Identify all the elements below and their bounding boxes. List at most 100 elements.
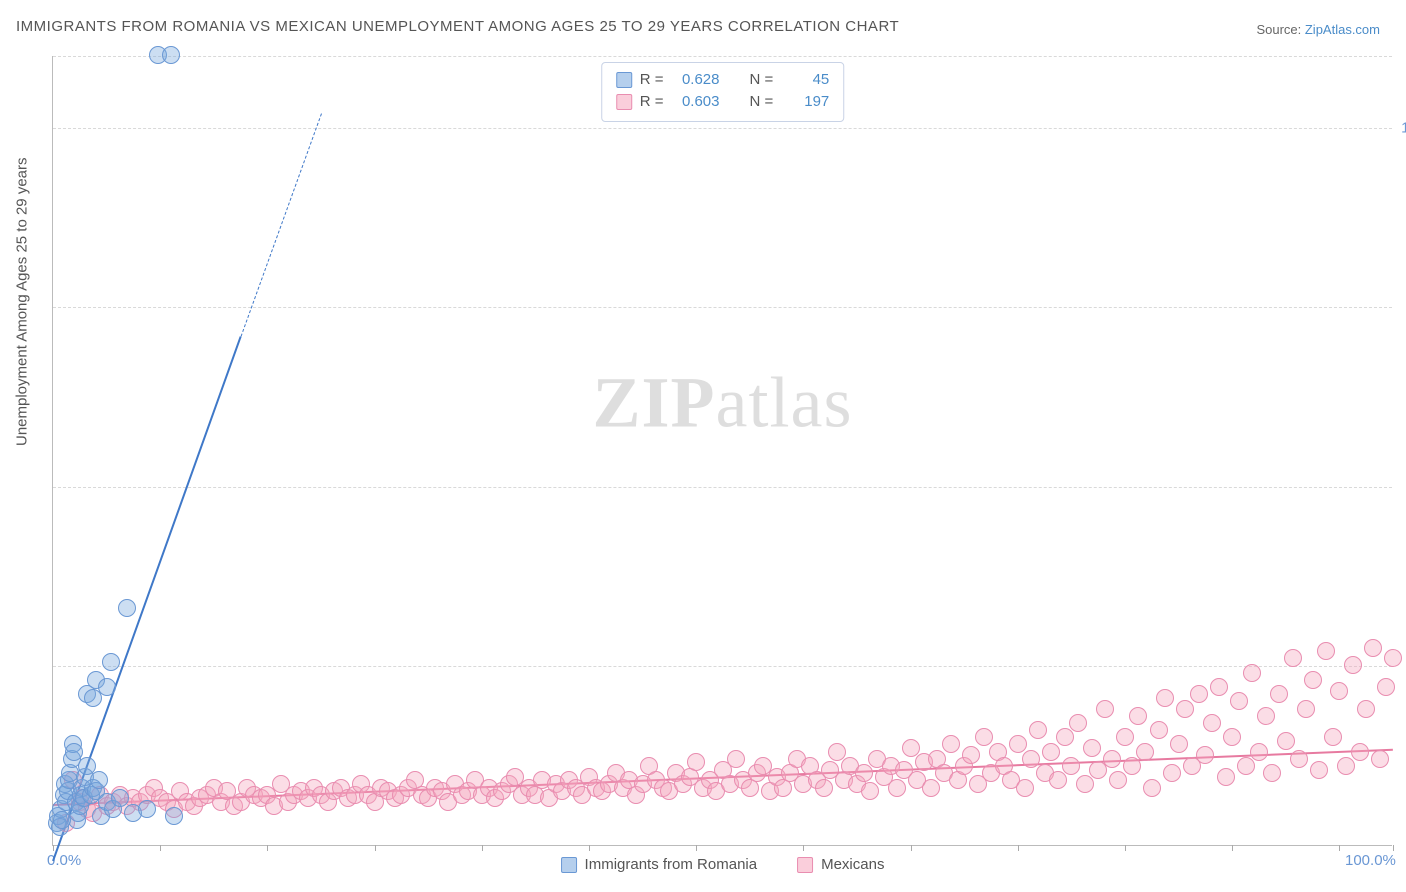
gridline: [53, 56, 1392, 57]
scatter-point: [1210, 678, 1228, 696]
x-tick: [803, 845, 804, 851]
scatter-point: [1377, 678, 1395, 696]
scatter-point: [1150, 721, 1168, 739]
scatter-point: [687, 753, 705, 771]
chart-title: IMMIGRANTS FROM ROMANIA VS MEXICAN UNEMP…: [16, 18, 899, 35]
scatter-point: [1317, 642, 1335, 660]
scatter-point: [1371, 750, 1389, 768]
scatter-point: [1203, 714, 1221, 732]
scatter-point: [1042, 743, 1060, 761]
scatter-point: [888, 779, 906, 797]
legend-label: Mexicans: [821, 856, 884, 873]
scatter-point: [815, 779, 833, 797]
scatter-point: [1357, 700, 1375, 718]
scatter-point: [1163, 764, 1181, 782]
r-label: R =: [640, 69, 664, 91]
scatter-point: [1250, 743, 1268, 761]
x-tick: [375, 845, 376, 851]
scatter-point: [975, 728, 993, 746]
gridline: [53, 487, 1392, 488]
scatter-point: [1136, 743, 1154, 761]
y-tick-label: 100.0%: [1401, 119, 1406, 136]
gridline: [53, 128, 1392, 129]
y-axis-label: Unemployment Among Ages 25 to 29 years: [14, 157, 31, 446]
scatter-point: [1237, 757, 1255, 775]
x-tick: [1232, 845, 1233, 851]
legend-item: Immigrants from Romania: [561, 856, 758, 873]
plot-container: ZIPatlas R =0.628N =45R =0.603N =197 Imm…: [52, 56, 1392, 846]
scatter-point: [962, 746, 980, 764]
scatter-point: [942, 735, 960, 753]
scatter-point: [102, 653, 120, 671]
legend-swatch: [797, 857, 813, 873]
scatter-point: [1330, 682, 1348, 700]
source-link[interactable]: ZipAtlas.com: [1305, 22, 1380, 37]
plot-area: ZIPatlas R =0.628N =45R =0.603N =197 Imm…: [52, 56, 1392, 846]
scatter-point: [1337, 757, 1355, 775]
scatter-point: [1116, 728, 1134, 746]
watermark-atlas: atlas: [716, 363, 853, 443]
scatter-point: [1022, 750, 1040, 768]
scatter-point: [1243, 664, 1261, 682]
scatter-point: [1304, 671, 1322, 689]
scatter-point: [1103, 750, 1121, 768]
scatter-point: [1263, 764, 1281, 782]
scatter-point: [1129, 707, 1147, 725]
gridline: [53, 666, 1392, 667]
scatter-point: [1297, 700, 1315, 718]
x-tick: [1393, 845, 1394, 851]
scatter-point: [1230, 692, 1248, 710]
scatter-point: [855, 764, 873, 782]
scatter-point: [162, 46, 180, 64]
scatter-point: [1384, 649, 1402, 667]
scatter-point: [828, 743, 846, 761]
scatter-point: [861, 782, 879, 800]
scatter-point: [1029, 721, 1047, 739]
scatter-point: [1123, 757, 1141, 775]
scatter-point: [1344, 656, 1362, 674]
legend-label: Immigrants from Romania: [585, 856, 758, 873]
x-tick: [1339, 845, 1340, 851]
r-value: 0.603: [672, 91, 720, 113]
n-value: 45: [781, 69, 829, 91]
n-label: N =: [750, 69, 774, 91]
legend-swatch: [616, 94, 632, 110]
scatter-point: [1096, 700, 1114, 718]
scatter-point: [1170, 735, 1188, 753]
scatter-point: [53, 811, 71, 829]
scatter-point: [1223, 728, 1241, 746]
scatter-point: [1310, 761, 1328, 779]
scatter-point: [1364, 639, 1382, 657]
scatter-point: [1270, 685, 1288, 703]
x-tick: [1125, 845, 1126, 851]
scatter-point: [90, 771, 108, 789]
scatter-point: [1324, 728, 1342, 746]
x-tick: [53, 845, 54, 851]
scatter-point: [922, 779, 940, 797]
scatter-point: [98, 678, 116, 696]
scatter-point: [1056, 728, 1074, 746]
x-tick: [267, 845, 268, 851]
scatter-point: [1076, 775, 1094, 793]
x-tick: [589, 845, 590, 851]
scatter-point: [1351, 743, 1369, 761]
legend-bottom: Immigrants from Romania Mexicans: [561, 856, 885, 873]
scatter-point: [1257, 707, 1275, 725]
scatter-point: [1196, 746, 1214, 764]
scatter-point: [727, 750, 745, 768]
scatter-point: [1217, 768, 1235, 786]
x-tick: [911, 845, 912, 851]
x-tick: [482, 845, 483, 851]
scatter-point: [1156, 689, 1174, 707]
watermark: ZIPatlas: [593, 362, 853, 445]
n-value: 197: [781, 91, 829, 113]
legend-stat-row: R =0.603N =197: [616, 91, 830, 113]
scatter-point: [902, 739, 920, 757]
legend-item: Mexicans: [797, 856, 884, 873]
source-attribution: Source: ZipAtlas.com: [1256, 22, 1380, 37]
r-value: 0.628: [672, 69, 720, 91]
scatter-point: [1190, 685, 1208, 703]
scatter-point: [138, 800, 156, 818]
scatter-point: [1069, 714, 1087, 732]
scatter-point: [1284, 649, 1302, 667]
